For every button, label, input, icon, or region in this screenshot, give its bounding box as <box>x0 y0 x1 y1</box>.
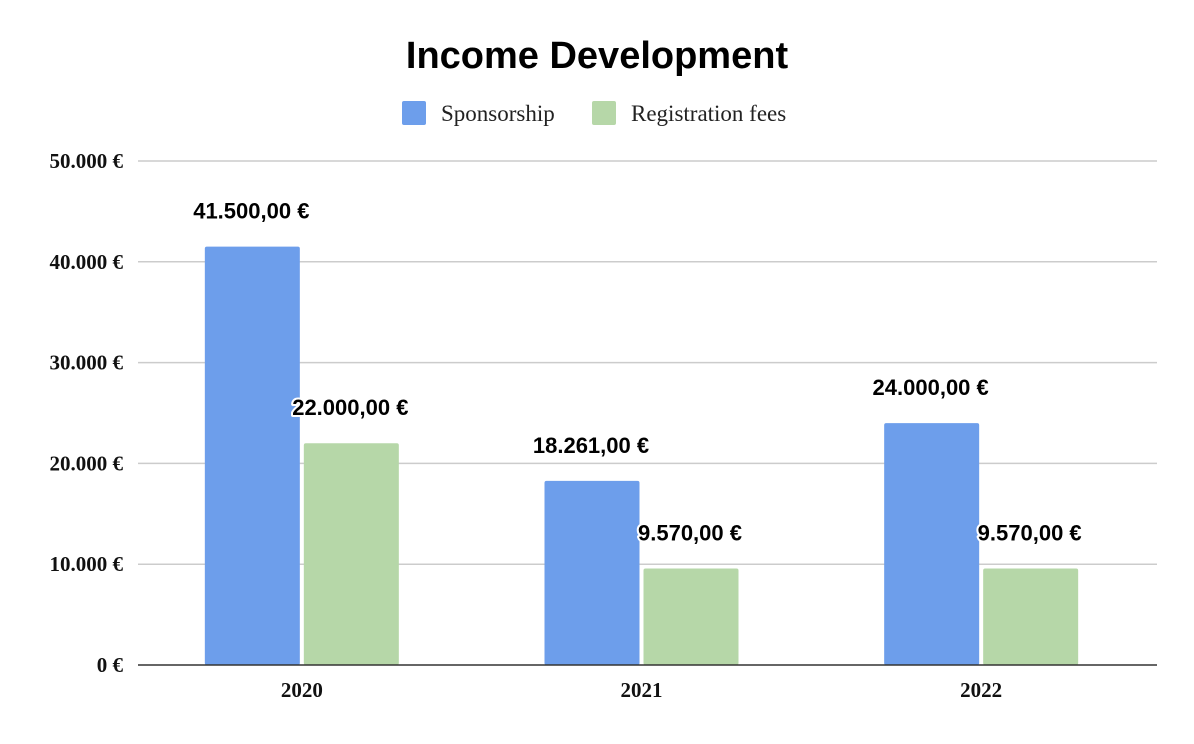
bar <box>884 423 980 665</box>
bar <box>204 246 300 665</box>
x-tick-label: 2021 <box>621 678 663 702</box>
y-tick-label: 10.000 € <box>50 552 124 576</box>
x-tick-label: 2022 <box>960 678 1002 702</box>
data-label: 18.261,00 € <box>533 433 649 458</box>
x-axis-ticks: 2020 2021 2022 <box>281 678 1002 702</box>
data-label: 22.000,00 € <box>292 395 408 420</box>
data-label: 24.000,00 € <box>873 375 989 400</box>
y-axis-ticks: 0 € 10.000 € 20.000 € 30.000 € 40.000 € 50.00… <box>50 149 124 677</box>
bars <box>204 246 1079 665</box>
bar <box>303 443 399 665</box>
data-label: 41.500,00 € <box>193 199 309 224</box>
y-tick-label: 40.000 € <box>50 250 124 274</box>
legend-label: Sponsorship <box>441 101 555 126</box>
bar <box>983 568 1079 665</box>
legend-swatch <box>592 101 616 125</box>
data-labels: 41.500,00 € 22.000,00 € 18.261,00 € 9.570,0… <box>191 197 1083 548</box>
chart-title: Income Development <box>406 35 789 77</box>
y-tick-label: 50.000 € <box>50 149 124 173</box>
legend-swatch <box>402 101 426 125</box>
y-tick-label: 30.000 € <box>50 351 124 375</box>
y-tick-label: 20.000 € <box>50 451 124 475</box>
legend: Sponsorship Registration fees <box>402 101 786 126</box>
data-label: 9.570,00 € <box>638 521 742 546</box>
y-tick-label: 0 € <box>97 653 124 677</box>
legend-label: Registration fees <box>631 101 786 126</box>
bar <box>544 480 640 665</box>
data-label: 9.570,00 € <box>978 521 1082 546</box>
x-tick-label: 2020 <box>281 678 323 702</box>
bar <box>643 568 739 665</box>
